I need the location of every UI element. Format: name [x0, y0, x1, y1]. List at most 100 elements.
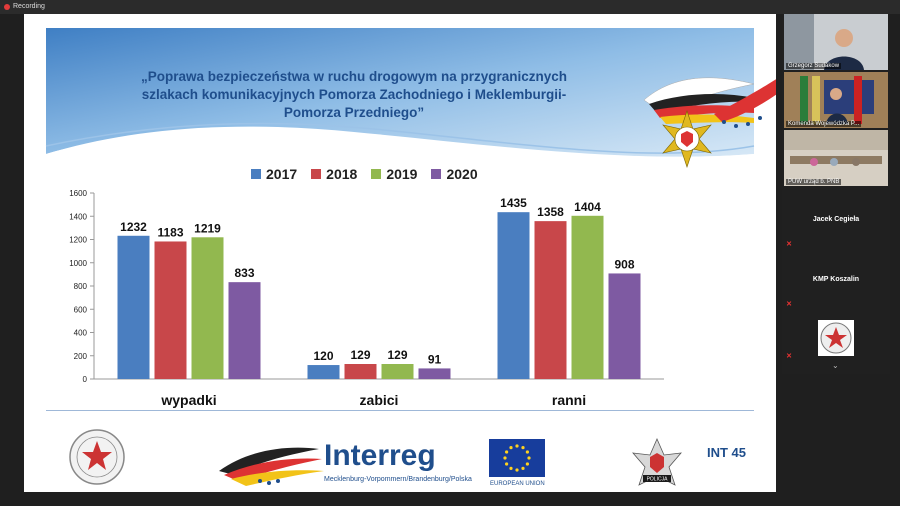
legend-item: 2020: [431, 166, 478, 182]
data-label: 1404: [574, 200, 601, 214]
eu-star: [525, 450, 529, 454]
legend-swatch: [251, 169, 261, 179]
bar: [608, 273, 641, 379]
legend-item: 2018: [311, 166, 357, 182]
legend-label: 2018: [326, 166, 358, 182]
police-badge-icon: POLICJA: [632, 438, 682, 486]
y-tick-label: 200: [74, 352, 88, 361]
participant-video-tile[interactable]: Komenda Wojewódzka P...: [784, 72, 888, 128]
y-tick-label: 1000: [69, 259, 87, 268]
y-tick-label: 400: [74, 329, 88, 338]
bar: [534, 221, 567, 379]
data-label: 833: [234, 266, 254, 280]
data-label: 129: [387, 348, 407, 362]
data-label: 129: [350, 348, 370, 362]
data-label: 91: [428, 352, 442, 366]
participant-name: KMP Koszalin: [812, 276, 860, 283]
bar: [228, 282, 261, 379]
presentation-slide: „Poprawa bezpieczeństwa w ruchu drogowym…: [24, 14, 776, 492]
data-label: 1183: [157, 225, 183, 239]
participant-name: Grzegorz Sudakow: [786, 63, 842, 69]
interreg-subtitle: Mecklenburg-Vorpommern/Brandenburg/Polsk…: [324, 476, 472, 483]
category-label: zabici: [360, 392, 399, 408]
slide-title: „Poprawa bezpieczeństwa w ruchu drogowym…: [94, 68, 614, 122]
data-label: 908: [614, 257, 634, 271]
data-label: 1232: [120, 220, 147, 234]
footer-divider: [46, 410, 754, 411]
eu-star: [505, 450, 509, 454]
y-tick-label: 600: [74, 305, 88, 314]
participant-name: Komenda Wojewódzka P...: [786, 121, 862, 127]
y-tick-label: 0: [83, 375, 88, 384]
legend-label: 2017: [266, 166, 298, 182]
police-avatar-icon: [818, 320, 854, 356]
bar: [191, 237, 224, 379]
data-label: 120: [313, 349, 333, 363]
category-label: ranni: [552, 392, 586, 408]
y-tick-label: 1600: [69, 189, 87, 198]
participant-video-icon: [784, 14, 888, 70]
participants-panel: Grzegorz Sudakow Komenda Wojewódzka P...…: [782, 14, 890, 374]
eu-star: [521, 466, 525, 470]
legend-item: 2019: [371, 166, 417, 182]
participant-video-tile[interactable]: PUW urząd b. PNB: [784, 130, 888, 186]
eu-label: EUROPEAN UNION: [490, 481, 545, 487]
eu-star: [515, 468, 519, 472]
participant-video-tile[interactable]: Grzegorz Sudakow: [784, 14, 888, 70]
int45-label: INT 45: [707, 445, 747, 460]
eu-star: [505, 462, 509, 466]
police-badge-label: POLICJA: [647, 477, 669, 483]
data-label: 1219: [194, 221, 221, 235]
slide-title-line: „Poprawa bezpieczeństwa w ruchu drogowym…: [140, 69, 568, 84]
participant-avatar-tile[interactable]: ✕: [782, 314, 890, 372]
participant-video-icon: [784, 130, 888, 186]
bar: [381, 364, 414, 379]
mic-muted-icon: ✕: [786, 301, 792, 308]
shared-screen: „Poprawa bezpieczeństwa w ruchu drogowym…: [24, 14, 776, 492]
y-tick-label: 1400: [69, 212, 87, 221]
participant-video-icon: [784, 72, 888, 128]
bar: [344, 364, 377, 379]
participant-name: Jacek Cegieła: [812, 216, 860, 223]
participant-name: PUW urząd b. PNB: [786, 179, 842, 185]
data-label: 1435: [500, 196, 527, 210]
bar: [418, 368, 451, 379]
recording-label: Recording: [13, 3, 45, 10]
legend-swatch: [371, 169, 382, 179]
legend-item: 2017: [251, 166, 297, 182]
police-emblem-icon: [69, 429, 125, 485]
mic-muted-icon: ✕: [786, 353, 792, 360]
bar: [117, 235, 150, 379]
bar: [307, 365, 340, 379]
chart-legend: 2017 2018 2019 2020: [251, 166, 478, 182]
interreg-logo-icon: [219, 447, 324, 486]
eu-star: [525, 462, 529, 466]
slide-banner: [45, 28, 776, 189]
slide-footer: Interreg Mecklenburg-Vorpommern/Brandenb…: [69, 429, 682, 487]
eu-star: [527, 456, 531, 460]
slide-title-line: Pomorza Przedniego”: [283, 105, 425, 120]
legend-label: 2019: [386, 166, 418, 182]
data-label: 1358: [537, 205, 564, 219]
legend-swatch: [431, 169, 442, 179]
eu-flag-icon: [489, 439, 545, 477]
slide-title-line: szlakach komunikacyjnych Pomorza Zachodn…: [141, 87, 567, 102]
bar: [154, 241, 187, 379]
y-tick-label: 1200: [69, 236, 87, 245]
bar: [497, 212, 530, 379]
eu-star: [521, 446, 525, 450]
bar: [571, 215, 604, 379]
recording-bar: Recording: [0, 0, 900, 14]
participant-name-tile[interactable]: Jacek Cegieła ✕: [782, 194, 890, 252]
bar-chart: 0 200 400 600 800 1000 1200 1400 1600 1232 1183 121…: [69, 189, 664, 408]
eu-star: [503, 456, 507, 460]
interreg-wordmark: Interreg: [324, 439, 436, 472]
category-label: wypadki: [160, 392, 216, 408]
eu-star: [509, 466, 513, 470]
record-icon: [4, 4, 10, 10]
mic-muted-icon: ✕: [786, 241, 792, 248]
chevron-down-icon[interactable]: ⌄: [832, 361, 839, 370]
eu-star: [515, 444, 519, 448]
legend-swatch: [311, 169, 322, 179]
participant-name-tile[interactable]: KMP Koszalin ✕: [782, 254, 890, 312]
